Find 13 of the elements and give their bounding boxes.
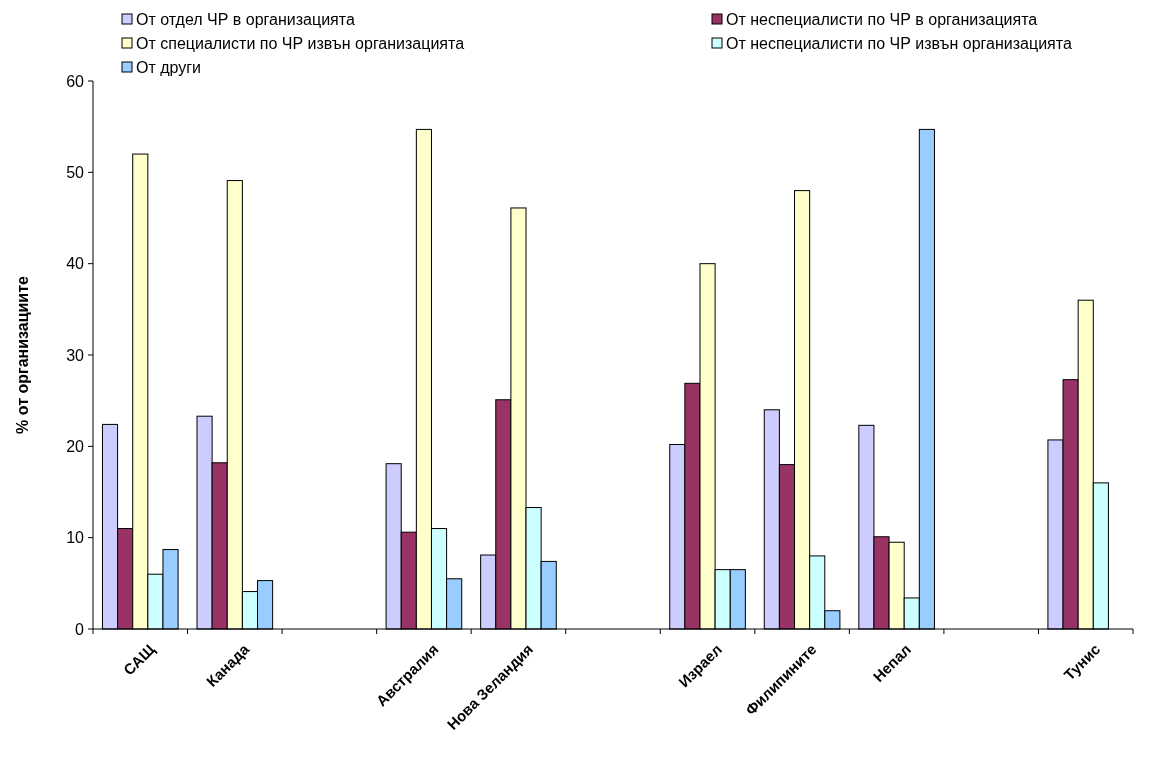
y-axis-title: % от организациите bbox=[14, 275, 31, 434]
y-tick-label: 40 bbox=[66, 255, 85, 273]
y-tick-label: 60 bbox=[66, 72, 85, 90]
legend-label: От други bbox=[136, 58, 202, 76]
y-tick-label: 20 bbox=[66, 437, 85, 455]
y-tick-label: 30 bbox=[66, 346, 85, 364]
y-tick-label: 0 bbox=[75, 620, 85, 638]
y-tick-label: 50 bbox=[66, 163, 85, 181]
y-tick-label: 10 bbox=[66, 529, 85, 547]
legend-label: От неспециалисти по ЧР в организацията bbox=[726, 10, 1038, 28]
legend-label: От отдел ЧР в организацията bbox=[136, 10, 355, 28]
legend-label: От неспециалисти по ЧР извън организацията bbox=[726, 34, 1072, 52]
legend-label: От специалисти по ЧР извън организацията bbox=[136, 34, 465, 52]
